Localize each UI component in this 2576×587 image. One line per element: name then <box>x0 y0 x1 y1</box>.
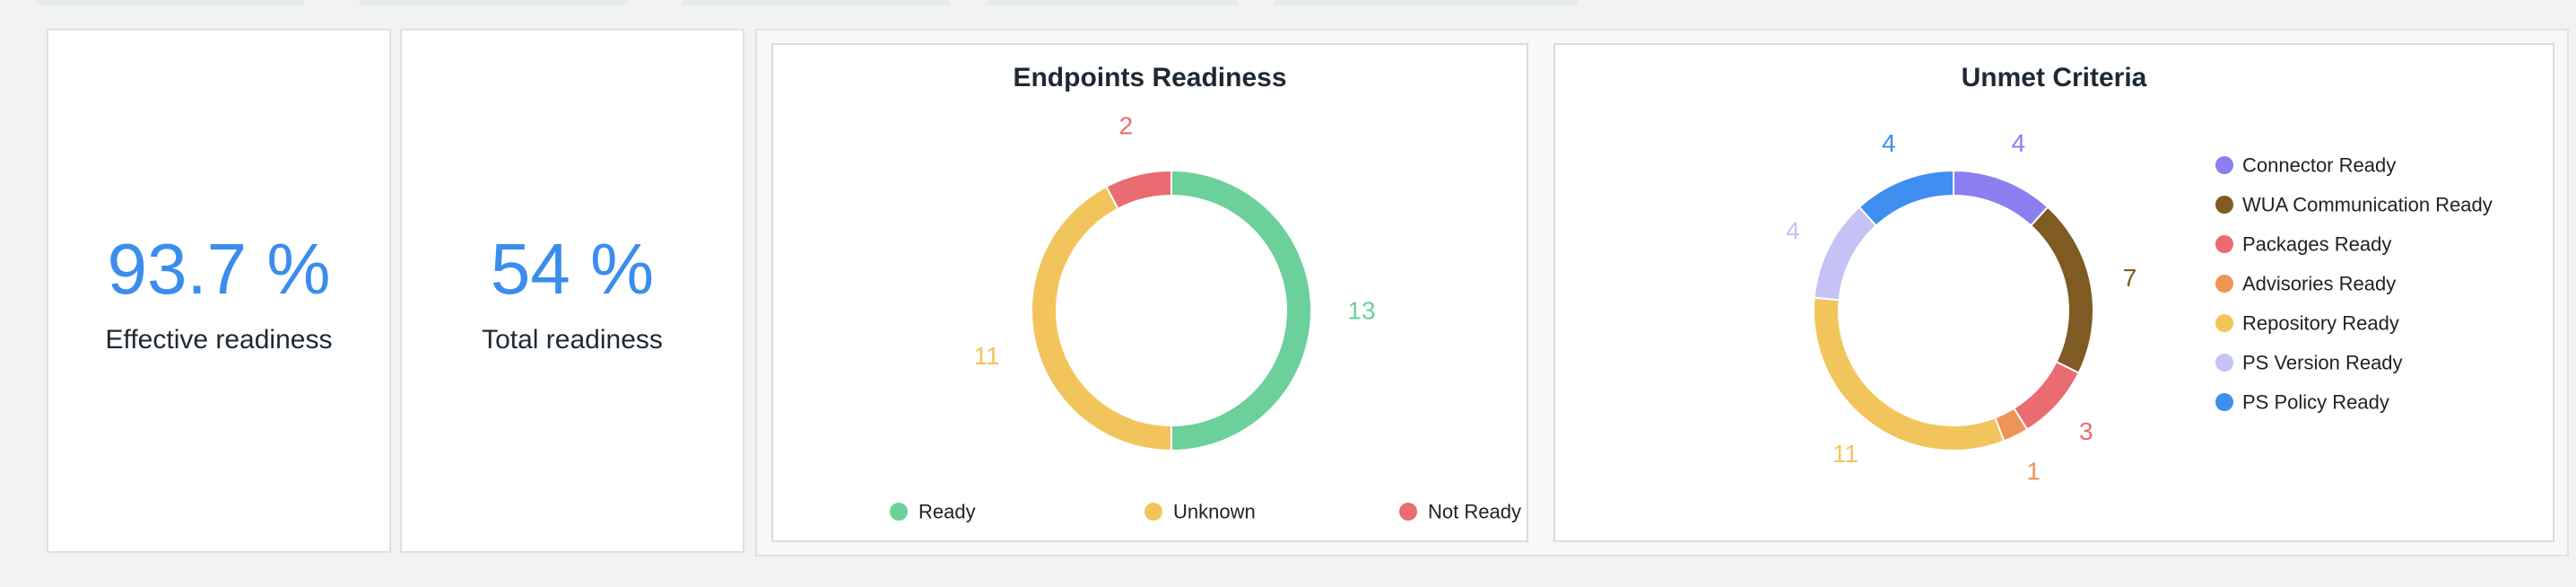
legend-dot <box>2215 314 2233 332</box>
legend-label: Unknown <box>1173 501 1256 523</box>
slice-label-connector-ready: 4 <box>2011 129 2025 157</box>
legend-dot <box>2215 156 2233 174</box>
slice-not-ready[interactable] <box>1105 169 1172 211</box>
slice-label-not-ready: 2 <box>1118 112 1133 140</box>
total-readiness-label: Total readiness <box>482 325 663 355</box>
effective-readiness-card: 93.7 % Effective readiness <box>47 29 391 553</box>
unmet-criteria-card: Unmet Criteria 4 7 3 1 11 4 4 Connector Ready WU… <box>1553 43 2554 542</box>
legend-dot <box>2215 393 2233 411</box>
slice-repository-ready[interactable] <box>1813 296 2006 451</box>
legend-dot <box>2215 196 2233 214</box>
slice-ps-policy-ready[interactable] <box>1858 169 1954 227</box>
slice-unknown[interactable] <box>1031 185 1172 452</box>
legend-label: PS Version Ready <box>2242 352 2403 374</box>
legend-item-connector-ready[interactable]: Connector Ready <box>2215 154 2396 177</box>
top-tabs-strip <box>0 0 1614 7</box>
legend-label: Ready <box>918 501 976 523</box>
legend-label: Not Ready <box>1428 501 1521 523</box>
legend-dot <box>1144 503 1162 521</box>
legend-dot <box>2215 235 2233 253</box>
slice-label-packages-ready: 3 <box>2079 417 2093 445</box>
slice-connector-ready[interactable] <box>1953 169 2049 227</box>
legend-label: Packages Ready <box>2242 233 2391 256</box>
legend-label: WUA Communication Ready <box>2242 194 2493 216</box>
slice-label-advisories-ready: 1 <box>2026 458 2041 486</box>
legend-label: Advisories Ready <box>2242 273 2396 295</box>
legend-dot <box>2215 275 2233 293</box>
legend-item-unknown[interactable]: Unknown <box>1144 501 1256 523</box>
effective-readiness-value: 93.7 % <box>107 229 331 309</box>
slice-ready[interactable] <box>1171 169 1312 452</box>
slice-label-ps-policy-ready: 4 <box>1882 129 1896 157</box>
effective-readiness-label: Effective readiness <box>105 325 333 355</box>
slice-label-ps-version-ready: 4 <box>1786 216 1800 244</box>
total-readiness-value: 54 % <box>490 229 655 309</box>
legend-dot <box>890 503 908 521</box>
legend-label: Repository Ready <box>2242 312 2399 335</box>
legend-dot <box>1399 503 1417 521</box>
legend-item-ps-policy-ready[interactable]: PS Policy Ready <box>2215 391 2389 414</box>
slice-label-ready: 13 <box>1347 297 1375 325</box>
legend-item-wua-communication-ready[interactable]: WUA Communication Ready <box>2215 194 2493 216</box>
slice-packages-ready[interactable] <box>2013 360 2080 432</box>
slice-wua-communication-ready[interactable] <box>2029 206 2094 374</box>
slice-ps-version-ready[interactable] <box>1813 206 1878 302</box>
slice-label-wua-communication-ready: 7 <box>2123 264 2137 292</box>
slice-label-unknown: 11 <box>974 342 1000 370</box>
legend-item-advisories-ready[interactable]: Advisories Ready <box>2215 273 2396 295</box>
endpoints-readiness-chart: 13 11 2 Ready Unknown Not Ready <box>890 112 1521 523</box>
legend-item-ready[interactable]: Ready <box>890 501 976 523</box>
legend-label: PS Policy Ready <box>2242 391 2389 414</box>
legend-label: Connector Ready <box>2242 154 2396 177</box>
legend-dot <box>2215 354 2233 372</box>
endpoints-readiness-card: Endpoints Readiness 13 11 2 Ready Unknown Not… <box>771 43 1528 542</box>
unmet-criteria-title: Unmet Criteria <box>1961 63 2147 92</box>
legend-item-not-ready[interactable]: Not Ready <box>1399 501 1521 523</box>
endpoints-readiness-title: Endpoints Readiness <box>1013 63 1287 92</box>
slice-label-repository-ready: 11 <box>1832 440 1858 468</box>
legend-item-packages-ready[interactable]: Packages Ready <box>2215 233 2391 256</box>
legend-item-ps-version-ready[interactable]: PS Version Ready <box>2215 352 2403 374</box>
total-readiness-card: 54 % Total readiness <box>400 29 744 553</box>
legend-item-repository-ready[interactable]: Repository Ready <box>2215 312 2399 335</box>
